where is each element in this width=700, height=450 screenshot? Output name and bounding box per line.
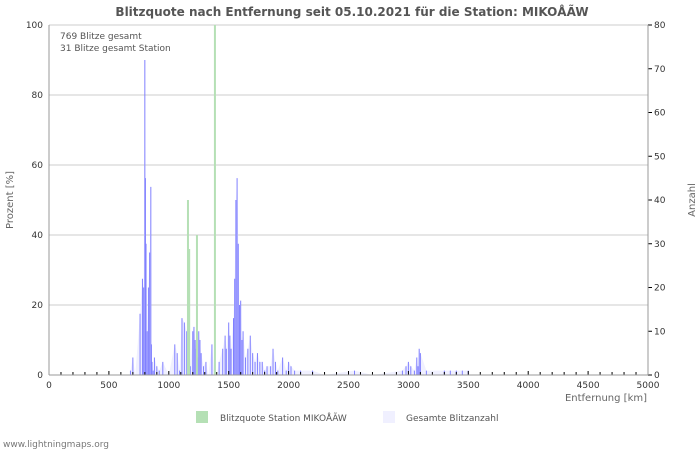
quote-bar bbox=[186, 200, 189, 375]
y2-axis-label: Anzahl bbox=[687, 183, 698, 217]
legend-label-count: Gesamte Blitzanzahl bbox=[406, 414, 499, 424]
annotation-total: 769 Blitze gesamt bbox=[60, 32, 142, 42]
x-tick-label: 4500 bbox=[577, 381, 600, 391]
x-tick-label: 4000 bbox=[517, 381, 540, 391]
x-axis-label: Entfernung [km] bbox=[565, 393, 647, 404]
y2-tick-label: 80 bbox=[654, 21, 666, 31]
count-area bbox=[130, 60, 469, 375]
series-gesamte-blitzanzahl bbox=[129, 60, 469, 375]
y2-tick-label: 40 bbox=[654, 196, 666, 206]
x-tick-label: 0 bbox=[46, 381, 52, 391]
y2-tick-label: 10 bbox=[654, 327, 666, 337]
footer-credit: www.lightningmaps.org bbox=[3, 440, 109, 450]
x-tick-label: 500 bbox=[100, 381, 117, 391]
y-tick-label: 80 bbox=[32, 91, 44, 101]
x-tick-label: 1500 bbox=[217, 381, 240, 391]
y2-tick-label: 30 bbox=[654, 240, 666, 250]
legend-swatch-quote bbox=[196, 411, 208, 423]
chart-title: Blitzquote nach Entfernung seit 05.10.20… bbox=[115, 4, 588, 19]
y-tick-label: 20 bbox=[32, 301, 44, 311]
grid bbox=[49, 24, 648, 376]
y2-tick-label: 60 bbox=[654, 109, 666, 119]
y-axis-label: Prozent [%] bbox=[5, 171, 16, 229]
x-tick-label: 3000 bbox=[397, 381, 420, 391]
quote-bar bbox=[213, 25, 216, 375]
legend-label-quote: Blitzquote Station MIKOÅÃW bbox=[220, 412, 347, 424]
x-tick-label: 3500 bbox=[457, 381, 480, 391]
y2-tick-label: 70 bbox=[654, 65, 666, 75]
y-tick-label: 60 bbox=[32, 161, 44, 171]
x-tick-label: 5000 bbox=[637, 381, 660, 391]
annotation-station: 31 Blitze gesamt Station bbox=[60, 44, 171, 54]
y-tick-label: 100 bbox=[26, 21, 43, 31]
y-tick-label: 0 bbox=[37, 371, 43, 381]
y2-tick-label: 50 bbox=[654, 152, 666, 162]
series-blitzquote bbox=[186, 25, 216, 375]
legend-swatch-count bbox=[383, 411, 395, 423]
y2-tick-label: 0 bbox=[654, 371, 660, 381]
x-tick-label: 1000 bbox=[157, 381, 180, 391]
quote-bar bbox=[188, 249, 191, 375]
x-tick-label: 2500 bbox=[337, 381, 360, 391]
y-tick-label: 40 bbox=[32, 231, 44, 241]
y2-tick-label: 20 bbox=[654, 284, 666, 294]
quote-bar bbox=[195, 235, 198, 375]
x-tick-label: 2000 bbox=[277, 381, 300, 391]
